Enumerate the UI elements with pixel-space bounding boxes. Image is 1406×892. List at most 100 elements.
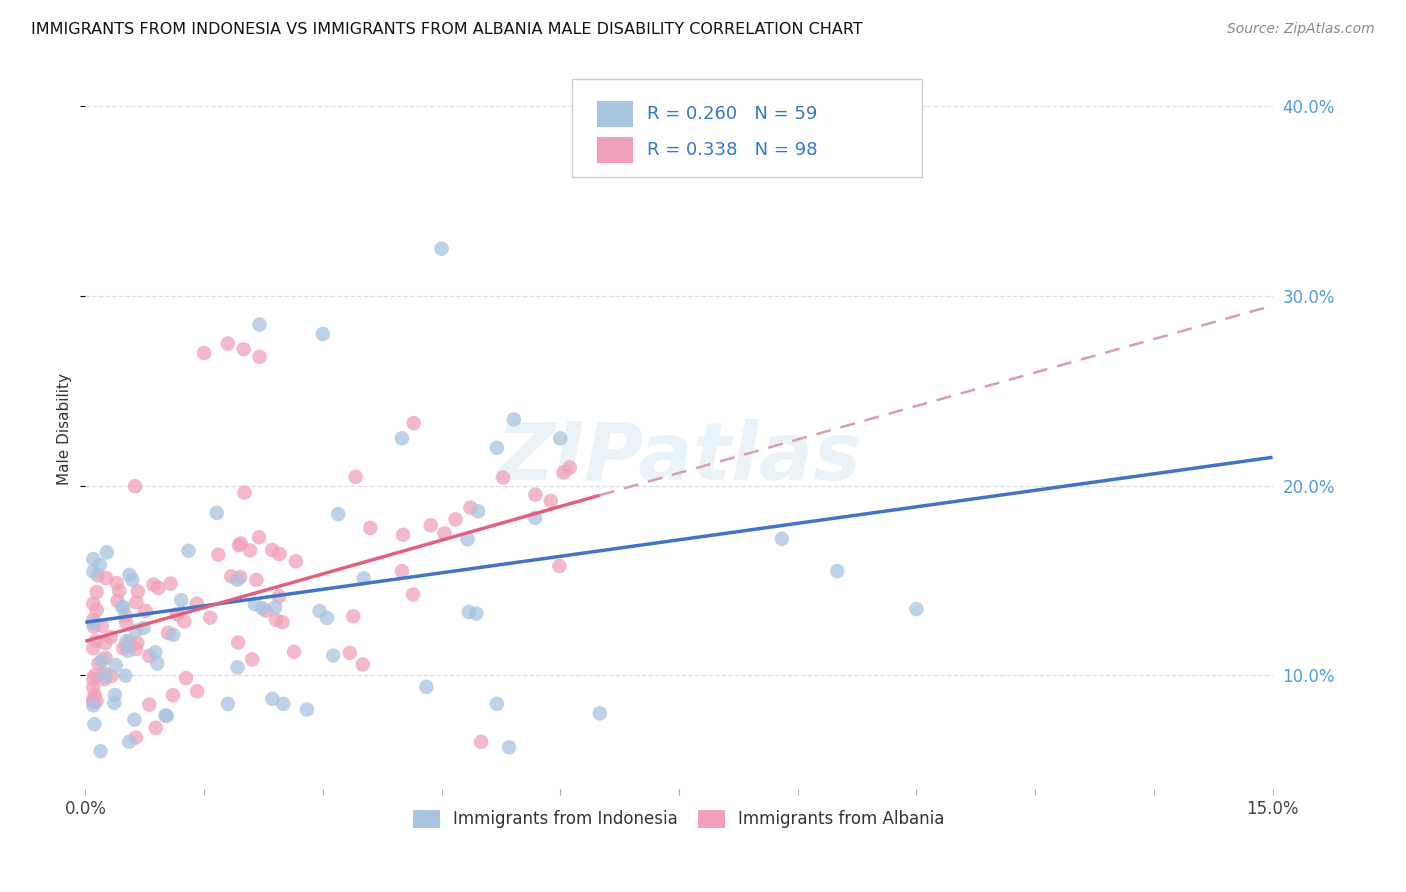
Point [470,735,492,749]
Point [524,488,547,502]
Point [91,619,114,633]
Point [226,573,249,587]
Point [156,709,179,723]
Point [359,521,381,535]
Point [402,416,425,430]
Point [548,559,571,574]
Point [117,644,139,658]
Point [465,607,488,621]
Point [433,526,456,541]
Point [138,698,160,712]
Point [82,695,104,709]
Point [87,657,110,671]
Point [217,697,239,711]
Point [548,431,571,445]
Point [83,619,105,633]
Point [121,573,143,587]
Point [145,721,167,735]
Point [467,504,489,518]
Point [148,581,170,595]
Point [132,621,155,635]
Point [82,552,104,566]
Point [82,672,104,686]
Point [460,500,482,515]
Point [553,466,575,480]
Point [104,688,127,702]
Text: ZIPatlas: ZIPatlas [496,418,862,497]
Point [264,613,287,627]
Point [262,542,284,557]
Point [157,625,180,640]
Point [115,640,138,654]
Point [524,511,547,525]
Point [207,548,229,562]
Point [540,493,562,508]
Point [155,708,177,723]
Point [262,691,284,706]
Point [198,610,221,624]
Point [339,646,361,660]
Point [228,538,250,552]
Point [205,506,228,520]
Point [825,564,848,578]
Point [589,706,612,721]
Point [118,568,141,582]
Point [419,518,441,533]
Point [247,530,270,544]
Point [159,576,181,591]
Point [173,615,195,629]
Point [177,544,200,558]
Point [86,568,108,582]
Point [108,584,131,599]
Point [83,668,105,682]
Point [271,615,294,630]
Point [284,554,307,568]
Point [93,666,115,681]
Point [103,696,125,710]
Point [94,571,117,585]
Point [232,342,254,356]
Point [353,571,375,585]
Point [162,688,184,702]
Point [344,470,367,484]
Point [125,642,148,657]
Point [264,600,287,615]
Text: IMMIGRANTS FROM INDONESIA VS IMMIGRANTS FROM ALBANIA MALE DISABILITY CORRELATION: IMMIGRANTS FROM INDONESIA VS IMMIGRANTS … [31,22,863,37]
Point [82,565,104,579]
Point [82,597,104,611]
Point [295,702,318,716]
Point [770,532,793,546]
Bar [598,137,633,163]
Point [170,593,193,607]
Point [283,645,305,659]
FancyBboxPatch shape [572,79,922,177]
Point [254,604,277,618]
Point [249,318,271,332]
Point [91,653,114,667]
Point [104,658,127,673]
Point [89,558,111,572]
Point [100,669,122,683]
Point [457,533,479,547]
Point [90,744,112,758]
Point [226,635,249,649]
Point [86,585,108,599]
Point [125,595,148,609]
Point [124,713,146,727]
Point [82,616,104,631]
Point [271,697,294,711]
Point [444,512,467,526]
Point [485,441,508,455]
Point [96,545,118,559]
Point [308,604,330,618]
Point [107,594,129,608]
Point [114,608,136,623]
Point [82,698,104,713]
Point [111,599,134,614]
Point [233,485,256,500]
Point [93,672,115,686]
Point [243,597,266,611]
Point [115,615,138,630]
Point [558,460,581,475]
Point [502,412,524,426]
